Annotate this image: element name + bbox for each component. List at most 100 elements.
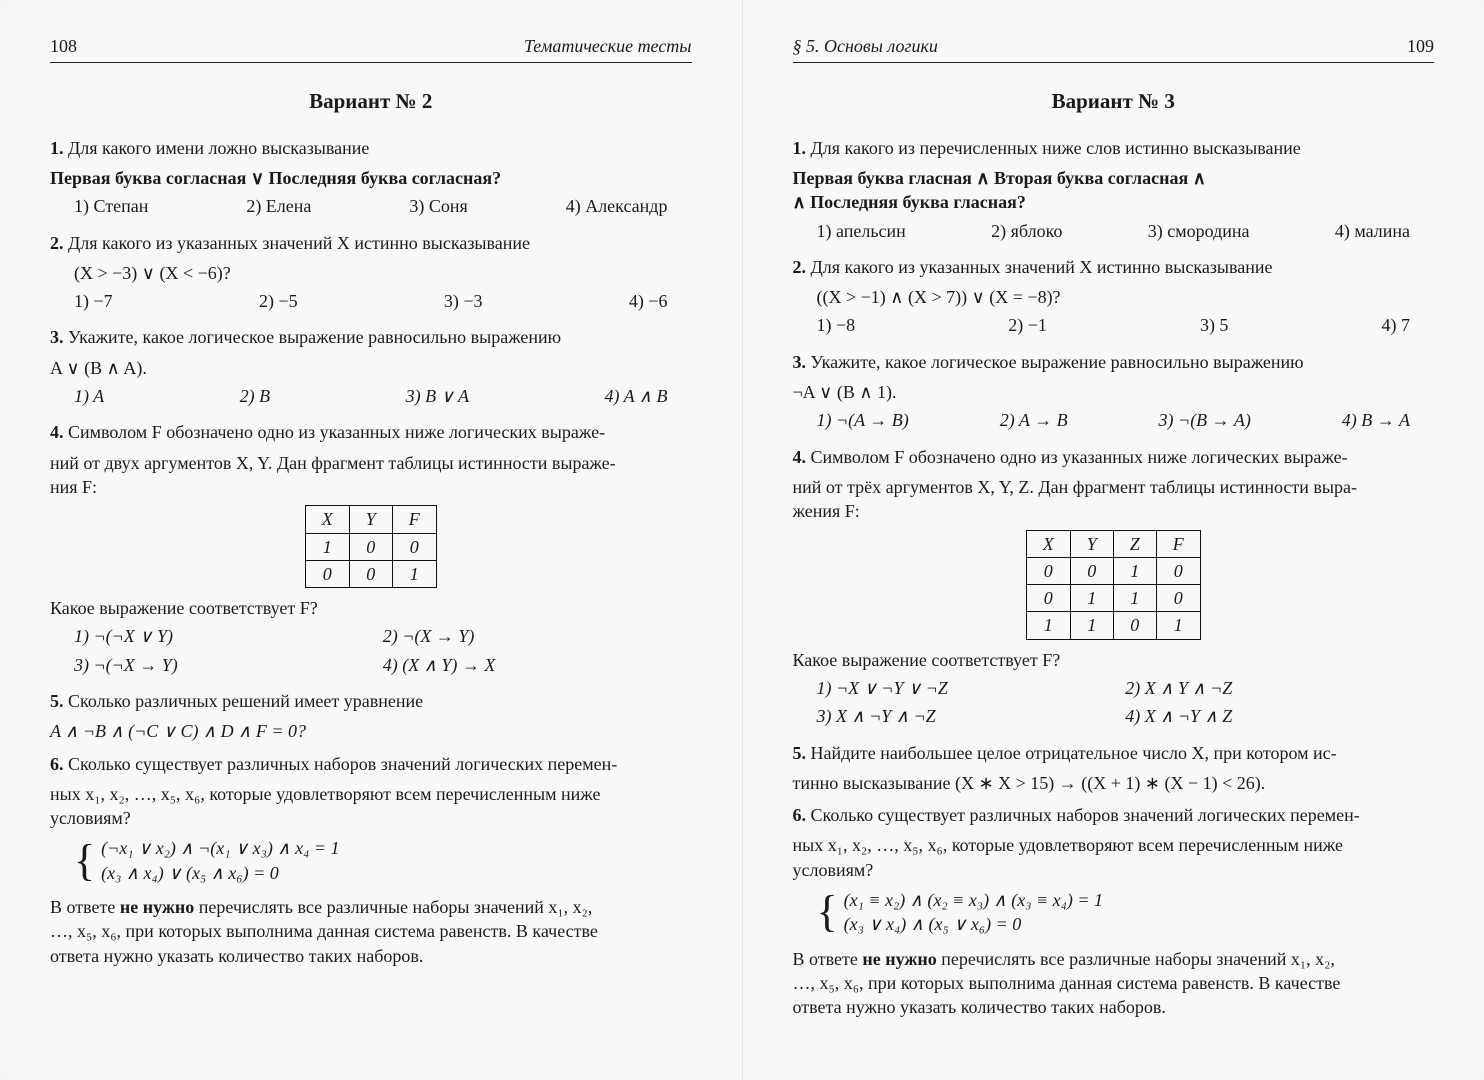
q3-expr: ¬A ∨ (B ∧ 1). (793, 380, 1435, 404)
q6-l1: Сколько существует различных наборов зна… (811, 805, 1360, 825)
q6-ans1: В ответе не нужно перечислять все различ… (793, 947, 1435, 971)
sys-line: (¬x₁ ∨ x₂) ∧ ¬(x₁ ∨ x₃) ∧ x₄ = 1 (101, 836, 339, 860)
q6: 6. Сколько существует различных наборов … (50, 752, 692, 776)
opt: 2) X ∧ Y ∧ ¬Z (1125, 676, 1434, 700)
q-num: 5. (50, 691, 64, 711)
opt: 3) ¬(¬X → Y) (74, 653, 383, 677)
q4-ask: Какое выражение соответствует F? (793, 648, 1435, 672)
q2-options: 1) −8 2) −1 3) 5 4) 7 (817, 313, 1411, 337)
q6-l3: условиям? (50, 806, 692, 830)
q1-stmt1: Первая буква гласная ∧ Вторая буква согл… (793, 166, 1435, 190)
q6-ans1: В ответе не нужно перечислять все различ… (50, 895, 692, 919)
q-num: 1. (50, 138, 64, 158)
running-head-left: 108 Тематические тесты (50, 34, 692, 63)
page-number: 108 (50, 34, 77, 58)
q2-expr: ((X > −1) ∧ (X > 7)) ∨ (X = −8)? (817, 285, 1435, 309)
opt: 4) A ∧ B (604, 384, 667, 408)
page-number: 109 (1407, 34, 1434, 58)
q-num: 6. (793, 805, 807, 825)
q1: 1. Для какого из перечисленных ниже слов… (793, 136, 1435, 160)
q-num: 3. (793, 352, 807, 372)
opt: 3) смородина (1148, 219, 1250, 243)
opt: 2) яблоко (991, 219, 1062, 243)
q5: 5. Найдите наибольшее целое отрицательно… (793, 741, 1435, 765)
opt: 4) B → A (1342, 408, 1410, 432)
q3: 3. Укажите, какое логическое выражение р… (50, 325, 692, 349)
q3-options: 1) A 2) B 3) B ∨ A 4) A ∧ B (74, 384, 668, 408)
q4-l2: ний от двух аргументов X, Y. Дан фрагмен… (50, 451, 692, 475)
q6-system: { (x₁ ≡ x₂) ∧ (x₂ ≡ x₃) ∧ (x₃ ≡ x₄) = 1 … (817, 888, 1435, 937)
q3-lead: Укажите, какое логическое выражение равн… (68, 327, 561, 347)
opt: 1) ¬X ∨ ¬Y ∨ ¬Z (817, 676, 1126, 700)
q1: 1. Для какого имени ложно высказывание (50, 136, 692, 160)
sys-line: (x₁ ≡ x₂) ∧ (x₂ ≡ x₃) ∧ (x₃ ≡ x₄) = 1 (844, 888, 1103, 912)
opt: 1) апельсин (817, 219, 906, 243)
q1-lead: Для какого из перечисленных ниже слов ис… (811, 138, 1301, 158)
sys-line: (x₃ ∧ x₄) ∨ (x₅ ∧ x₆) = 0 (101, 861, 339, 885)
opt: 2) Елена (246, 194, 311, 218)
q3: 3. Укажите, какое логическое выражение р… (793, 350, 1435, 374)
q4-l3: ния F: (50, 475, 692, 499)
opt: 3) −3 (444, 289, 483, 313)
page-left: 108 Тематические тесты Вариант № 2 1. Дл… (0, 0, 742, 1080)
q5: 5. Сколько различных решений имеет уравн… (50, 689, 692, 713)
opt: 4) Александр (566, 194, 668, 218)
opt: 3) ¬(B → A) (1159, 408, 1251, 432)
page-right: § 5. Основы логики 109 Вариант № 3 1. Дл… (742, 0, 1484, 1080)
opt: 1) A (74, 384, 104, 408)
variant-title: Вариант № 2 (50, 87, 692, 115)
q6-l2: ных x₁, x₂, …, x₅, x₆, которые удовлетво… (793, 833, 1435, 857)
q1-lead: Для какого имени ложно высказывание (68, 138, 369, 158)
q2-lead: Для какого из указанных значений X истин… (811, 257, 1273, 277)
q4-l2: ний от трёх аргументов X, Y, Z. Дан фраг… (793, 475, 1435, 499)
brace-icon: { (74, 839, 95, 883)
opt: 1) Степан (74, 194, 148, 218)
q4-truth-table: XYZF 0010 0110 1101 (1026, 530, 1201, 640)
running-title: Тематические тесты (524, 34, 692, 58)
q-num: 2. (50, 233, 64, 253)
running-title: § 5. Основы логики (793, 34, 938, 58)
opt: 2) B (240, 384, 271, 408)
opt: 2) −5 (259, 289, 298, 313)
q2: 2. Для какого из указанных значений X ис… (50, 231, 692, 255)
q3-lead: Укажите, какое логическое выражение равн… (811, 352, 1304, 372)
q-num: 4. (50, 422, 64, 442)
q2: 2. Для какого из указанных значений X ис… (793, 255, 1435, 279)
q4-truth-table: XYF 100 001 (305, 505, 437, 588)
opt: 3) 5 (1200, 313, 1229, 337)
q2-expr: (X > −3) ∨ (X < −6)? (74, 261, 692, 285)
opt: 3) X ∧ ¬Y ∧ ¬Z (817, 704, 1126, 728)
q6-l3: условиям? (793, 858, 1435, 882)
q6: 6. Сколько существует различных наборов … (793, 803, 1435, 827)
q-num: 5. (793, 743, 807, 763)
q1-stmt2: ∧ Последняя буква гласная? (793, 190, 1435, 214)
q5-expr: A ∧ ¬B ∧ (¬C ∨ C) ∧ D ∧ F = 0? (50, 719, 692, 743)
q-num: 1. (793, 138, 807, 158)
opt: 4) −6 (629, 289, 668, 313)
opt: 1) −7 (74, 289, 113, 313)
opt: 3) B ∨ A (406, 384, 469, 408)
q6-ans2: …, x₅, x₆, при которых выполнима данная … (50, 919, 692, 943)
q4: 4. Символом F обозначено одно из указанн… (50, 420, 692, 444)
opt: 2) ¬(X → Y) (383, 624, 692, 648)
opt: 2) −1 (1008, 313, 1047, 337)
opt: 1) −8 (817, 313, 856, 337)
q5-expr: тинно высказывание (X ∗ X > 15) → ((X + … (793, 771, 1435, 795)
q-num: 4. (793, 447, 807, 467)
q1-stmt: Первая буква согласная ∨ Последняя буква… (50, 166, 692, 190)
q-num: 2. (793, 257, 807, 277)
opt: 1) ¬(¬X ∨ Y) (74, 624, 383, 648)
q4-l1: Символом F обозначено одно из указанных … (68, 422, 605, 442)
q2-lead: Для какого из указанных значений X истин… (68, 233, 530, 253)
q6-ans3: ответа нужно указать количество таких на… (793, 995, 1435, 1019)
opt: 1) ¬(A → B) (817, 408, 909, 432)
q4-l3: жения F: (793, 499, 1435, 523)
opt: 4) малина (1335, 219, 1410, 243)
q6-ans2: …, x₅, x₆, при которых выполнима данная … (793, 971, 1435, 995)
q4-l1: Символом F обозначено одно из указанных … (811, 447, 1348, 467)
q1-options: 1) Степан 2) Елена 3) Соня 4) Александр (74, 194, 668, 218)
q6-l1: Сколько существует различных наборов зна… (68, 754, 617, 774)
book-spread: 108 Тематические тесты Вариант № 2 1. Дл… (0, 0, 1484, 1080)
q6-ans3: ответа нужно указать количество таких на… (50, 944, 692, 968)
q4-options: 1) ¬X ∨ ¬Y ∨ ¬Z 2) X ∧ Y ∧ ¬Z 3) X ∧ ¬Y … (817, 676, 1435, 729)
